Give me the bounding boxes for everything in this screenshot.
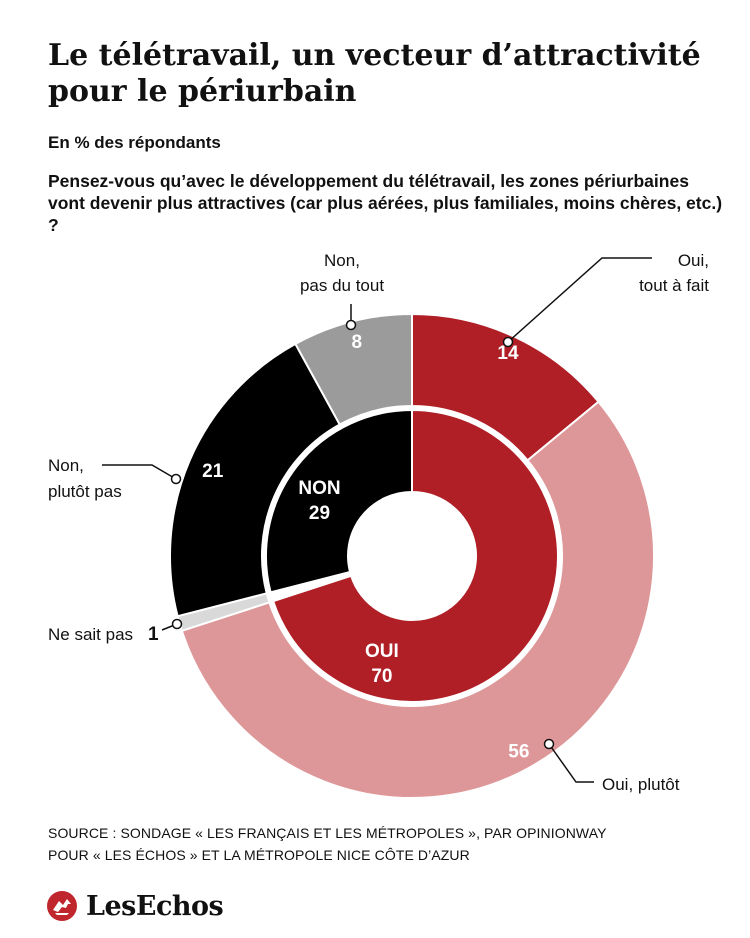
source-line-1: SOURCE : SONDAGE « LES FRANÇAIS ET LES M…: [48, 825, 607, 841]
non-plutot-pas-callout-2: plutôt pas: [48, 482, 122, 501]
value-label-non-plutot-pas: 21: [202, 461, 224, 482]
donut-chart: 14 56 21 8 OUI 70 NON 29 Oui, tout à fait Non, pas …: [48, 251, 709, 799]
inner-non-label: NON: [298, 478, 340, 499]
survey-question: Pensez-vous qu’avec le développement du …: [48, 171, 723, 235]
chart-title: Le télétravail, un vecteur d’attractivit…: [48, 38, 728, 110]
oui-tout-a-fait-callout-1: Oui,: [678, 251, 709, 270]
title-line-1: Le télétravail, un vecteur d’attractivit…: [48, 38, 701, 73]
les-echos-wordmark: LesEchos: [86, 890, 224, 922]
value-label-oui-tout-a-fait: 14: [497, 343, 519, 364]
value-label-non-pas-du-tout: 8: [352, 332, 363, 353]
inner-oui-value: 70: [371, 666, 392, 687]
chart-subtitle: En % des répondants: [48, 133, 221, 152]
outer-slice-non-plutot-pas: [169, 342, 342, 618]
title-line-2: pour le périurbain: [48, 74, 357, 109]
les-echos-logo: LesEchos: [46, 888, 224, 924]
non-pas-du-tout-callout-2: pas du tout: [300, 276, 384, 295]
les-echos-emblem-icon: [47, 891, 77, 921]
oui-plutot-callout-1: Oui, plutôt: [602, 775, 680, 794]
non-plutot-pas-leader-dot: [170, 473, 182, 485]
non-plutot-pas-callout-1: Non,: [48, 456, 84, 475]
source-line-2: POUR « LES ÉCHOS » ET LA MÉTROPOLE NICE …: [48, 847, 470, 863]
oui-tout-a-fait-callout-2: tout à fait: [639, 276, 709, 295]
oui-plutot-leader-line: [548, 743, 594, 783]
outer-slice-oui-plutot: [180, 400, 655, 799]
inner-slice-oui: [271, 408, 559, 703]
outer-slice-non-pas-du-tout: [294, 312, 413, 426]
inner-slice-non: [265, 408, 413, 594]
non-pas-du-tout-leader-dot: [345, 319, 357, 331]
oui-tout-a-fait-leader-dot: [502, 336, 514, 348]
ne-sait-pas-value: 1: [148, 624, 159, 645]
inner-oui-label: OUI: [365, 641, 399, 662]
source-note: SOURCE : SONDAGE « LES FRANÇAIS ET LES M…: [48, 822, 728, 866]
value-label-oui-plutot: 56: [508, 741, 529, 762]
oui-plutot-leader-dot: [543, 738, 555, 750]
ne-sait-pas-callout: Ne sait pas: [48, 625, 133, 644]
non-pas-du-tout-callout-1: Non,: [324, 251, 360, 270]
oui-tout-a-fait-leader-line: [507, 257, 652, 343]
ne-sait-pas-leader-dot: [171, 618, 183, 630]
non-plutot-pas-leader-line: [102, 464, 177, 480]
inner-non-value: 29: [309, 503, 330, 524]
